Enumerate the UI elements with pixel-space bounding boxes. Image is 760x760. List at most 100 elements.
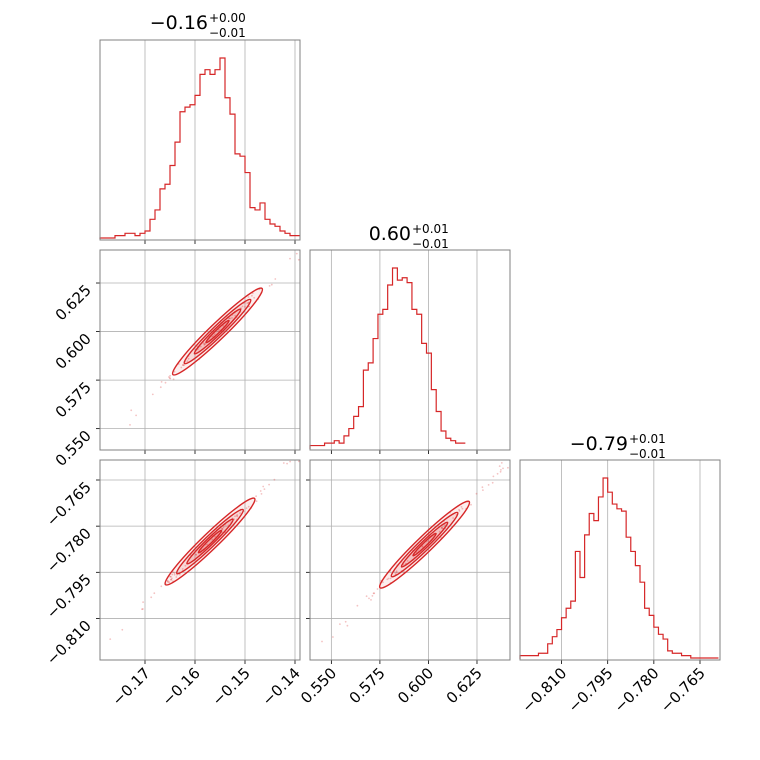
sample-point [481,486,484,489]
sample-point [142,608,144,610]
sample-point [171,573,174,576]
sample-point [458,510,461,512]
sample-point [166,580,169,583]
sample-point [183,364,185,367]
density-contour-1 [183,298,252,365]
title-param-2-minus: −0.01 [629,447,666,461]
sample-point [171,577,173,580]
sample-point [173,573,176,576]
sample-point [382,581,384,584]
sample-point [109,638,112,640]
sample-point [274,278,277,280]
sample-point [211,538,214,541]
x-tick-label: −0.16 [159,664,204,709]
sample-point [173,370,176,373]
sample-point [403,571,405,573]
sample-point [370,599,372,601]
sample-point [499,470,502,473]
sample-point [167,581,170,583]
sample-point [195,553,198,556]
title-param-1: 0.60 +0.01 −0.01 [369,222,449,251]
title-param-0: −0.16 +0.00 −0.01 [150,11,246,40]
sample-point [186,360,189,362]
axes-frame [519,459,721,661]
sample-point [282,462,285,464]
sample-point [492,475,495,478]
y-tick-label: 0.625 [52,281,95,324]
sample-point [240,307,243,309]
sample-point [160,381,163,383]
sample-point [373,592,376,595]
sample-point [500,462,503,464]
sample-point [298,460,300,463]
sample-point [195,553,197,556]
sample-point [234,515,236,518]
sample-point [170,578,172,581]
sample-point [286,462,288,465]
sample-point [270,283,273,286]
sample-point [181,364,184,366]
sample-point [182,364,185,366]
sample-point [371,595,374,597]
sample-point [421,545,424,548]
sample-point [153,592,156,595]
sample-point [222,526,225,529]
x-tick-label: 0.600 [394,664,437,707]
sample-point [273,478,276,481]
sample-point [470,503,472,506]
sample-point [178,573,181,576]
sample-point [206,543,209,546]
sample-point [130,409,133,412]
sample-point [169,374,172,377]
sample-point [142,601,145,603]
density-contour-1 [175,508,245,575]
sample-point [228,317,230,320]
y-tick-label: 0.575 [52,378,95,421]
x-tick-label: −0.795 [565,664,617,716]
sample-point [169,377,172,380]
title-param-0-plus: +0.00 [209,11,246,25]
sample-point [295,252,298,255]
sample-point [121,628,124,631]
x-tick-label: −0.15 [209,664,254,709]
sample-point [187,357,190,360]
pair-panel-1 [96,459,301,664]
sample-point [231,317,233,319]
sample-point [204,343,206,346]
sample-point [289,257,291,260]
sample-point [246,302,249,304]
sample-point [255,500,258,503]
title-param-0-minus: −0.01 [209,26,246,40]
sample-point [204,342,206,345]
pair-panel-2 [306,459,511,664]
sample-point [498,465,501,467]
sample-point [438,530,441,533]
sample-point [332,636,334,638]
sample-point [241,305,244,308]
title-param-0-value: −0.16 [150,12,208,34]
sample-point [172,378,175,381]
axes-frame [309,459,511,661]
sample-point [236,514,239,516]
sample-point [452,517,454,519]
histogram-series [519,477,719,659]
sample-point [175,576,178,578]
sample-point [251,292,254,295]
sample-point [356,604,359,607]
sample-point [141,608,143,611]
x-tick-label: −0.17 [109,664,154,709]
y-tick-label: −0.810 [43,617,95,669]
axes-frame [99,39,301,241]
sample-point [173,572,176,574]
x-tick-label: 0.575 [346,664,389,707]
sample-point [259,490,262,492]
sample-point [297,258,300,261]
sample-point [289,460,291,463]
histogram-series [309,267,466,449]
sample-point [475,492,478,495]
sample-point [160,585,163,588]
sample-point [170,578,173,581]
sample-point [391,164,393,166]
sample-point [253,296,256,299]
